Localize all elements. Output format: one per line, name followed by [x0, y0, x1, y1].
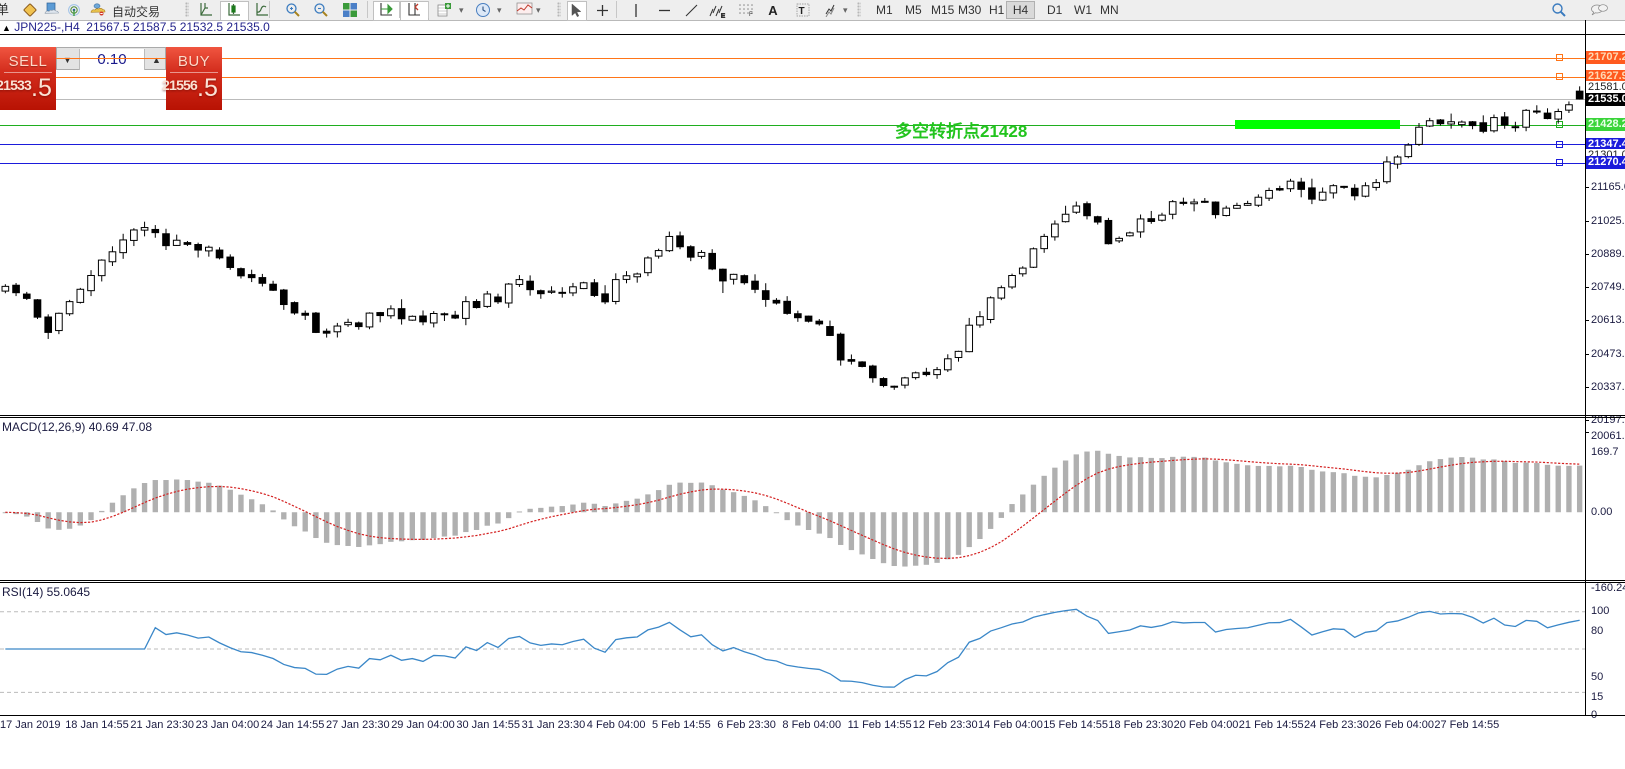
svg-text:E: E — [721, 14, 725, 18]
svg-text:F: F — [749, 12, 753, 16]
svg-text:T: T — [799, 6, 805, 17]
